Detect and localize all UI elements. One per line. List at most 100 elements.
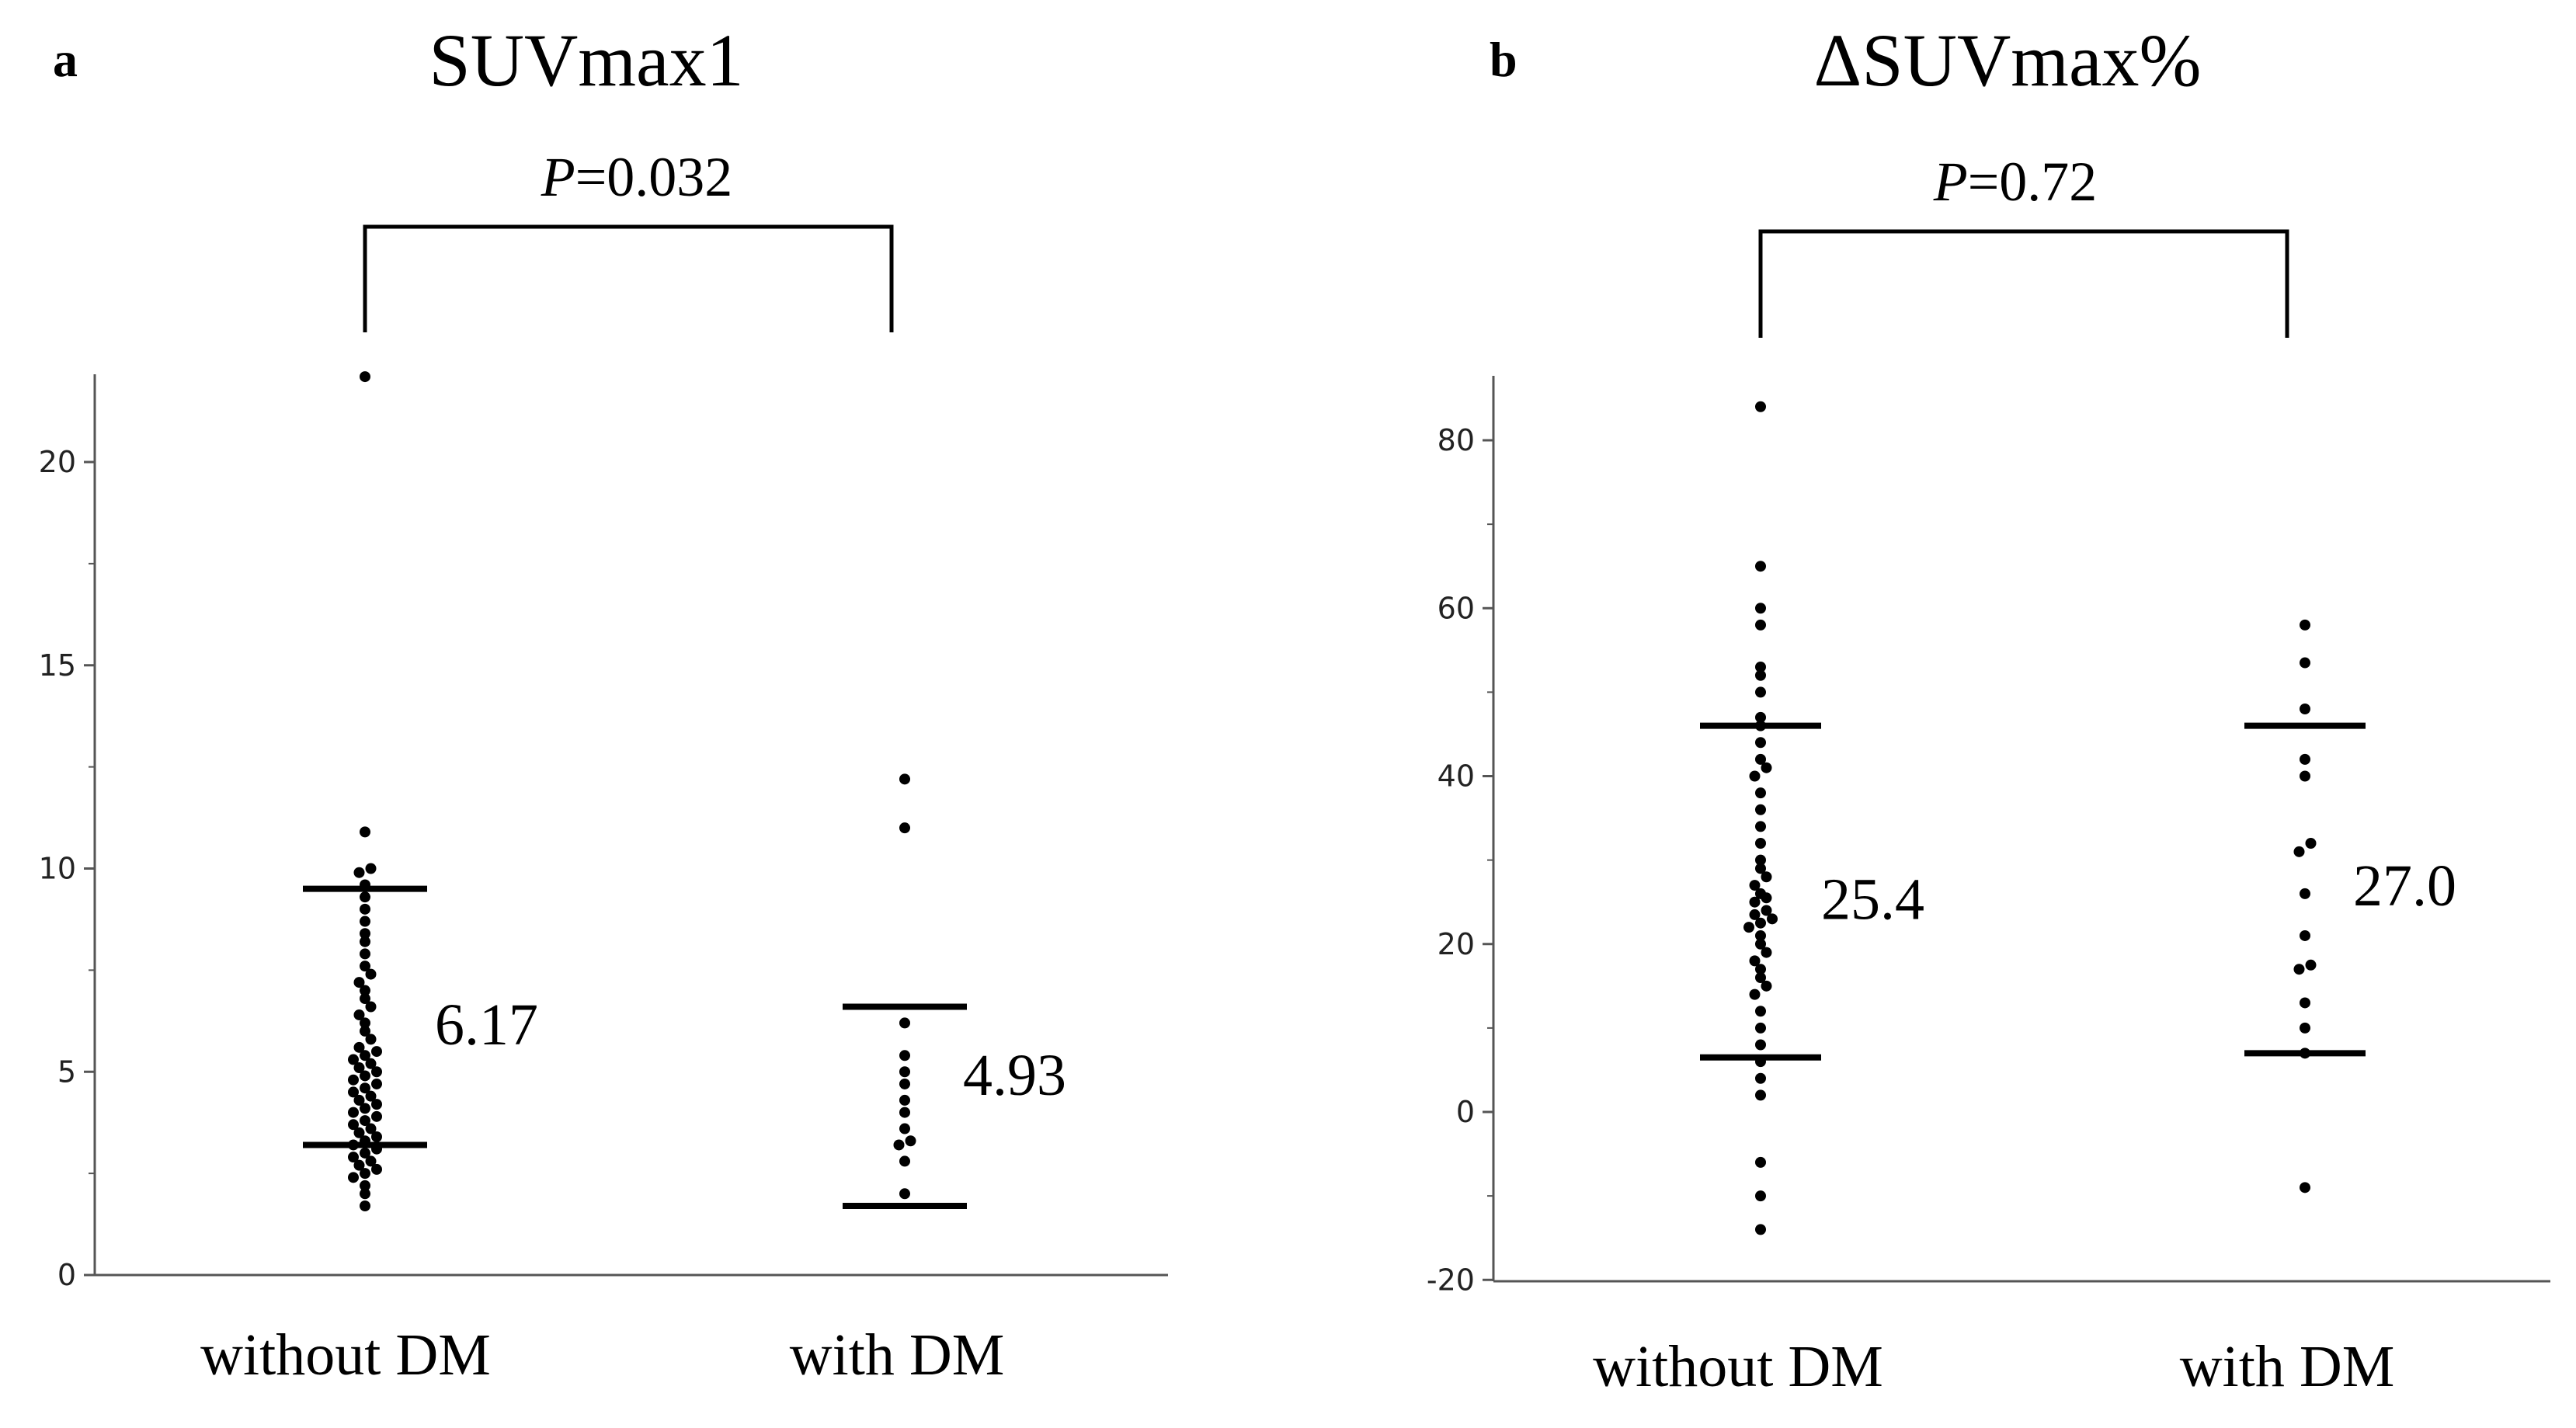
panel-a-data-point xyxy=(371,1163,382,1175)
panel-a-data-point xyxy=(905,1135,916,1147)
panel-a-data-point xyxy=(360,891,370,903)
panel-a-data-point xyxy=(348,1172,359,1183)
panel-a-data-point xyxy=(360,916,370,927)
panel-b-median-label-1: 27.0 xyxy=(2353,853,2456,919)
panel-b-data-point xyxy=(2300,1048,2310,1059)
panel-a-data-point xyxy=(365,863,377,874)
panel-a-ytick-label: 0 xyxy=(57,1258,76,1292)
panel-b-data-point xyxy=(1755,619,1766,631)
panel-a-data-point xyxy=(365,1001,377,1013)
panel-a-data-point xyxy=(365,968,377,980)
panel-a-data-point xyxy=(371,1131,382,1143)
panel-a-data-point xyxy=(360,1168,370,1180)
panel-b-data-point xyxy=(2300,619,2310,631)
panel-a-data-point xyxy=(365,1155,377,1167)
panel-b-data-point xyxy=(1755,1006,1766,1017)
panel-b-data-point xyxy=(1755,1022,1766,1034)
panel-a-data-point xyxy=(353,1041,365,1053)
panel-b-data-point xyxy=(1761,947,1772,958)
panel-a-data-point xyxy=(353,977,365,988)
panel-a-data-point xyxy=(360,1070,370,1082)
panel-a-data-point xyxy=(353,1094,365,1106)
panel-a-median-label-1: 4.93 xyxy=(963,1043,1066,1108)
panel-a-data-point xyxy=(371,1078,382,1089)
panel-a-xlabel-without-dm: without DM xyxy=(200,1322,491,1388)
panel-a-ytick-label: 5 xyxy=(57,1054,76,1089)
panel-a-data-point xyxy=(360,1188,370,1200)
panel-a-data-point xyxy=(348,1074,359,1086)
panel-b-data-point xyxy=(1755,720,1766,731)
panel-a-data-point xyxy=(360,879,370,891)
panel-b-data-point xyxy=(2305,959,2317,971)
panel-a-pvalue-symbol: P xyxy=(541,146,575,208)
panel-a-title: SUVmax1 xyxy=(429,19,743,102)
panel-a-data-point xyxy=(360,985,370,996)
panel-b-data-point xyxy=(1749,896,1761,908)
panel-a-data-point xyxy=(360,936,370,947)
panel-b-pvalue: P=0.72 xyxy=(1933,151,2098,213)
panel-b-data-point xyxy=(1755,669,1766,681)
panel-b-ytick-label: 0 xyxy=(1456,1095,1475,1129)
panel-b-ytick-label: 40 xyxy=(1437,759,1475,794)
panel-a-ytick-label: 15 xyxy=(39,648,76,683)
panel-a-data-point xyxy=(899,822,910,834)
panel-b-data-point xyxy=(1755,561,1766,572)
panel-b-xlabel-without-dm: without DM xyxy=(1593,1334,1883,1399)
panel-b-data-point xyxy=(1749,988,1761,1000)
panel-a-data-point xyxy=(360,1025,370,1037)
panel-a-data-point xyxy=(371,1066,382,1078)
panel-b-data-point xyxy=(1755,1224,1766,1235)
panel-a-data-point xyxy=(371,1110,382,1122)
panel-a-data-point xyxy=(348,1086,359,1098)
panel-a-data-point xyxy=(365,1090,377,1102)
panel-a-data-point xyxy=(371,1046,382,1058)
panel-b-data-point xyxy=(1749,770,1761,782)
panel-a-data-point xyxy=(360,371,370,383)
panel-b-data-point xyxy=(2300,704,2310,714)
panel-b-data-point xyxy=(2300,753,2310,765)
panel-a-xlabel-with-dm: with DM xyxy=(790,1322,1005,1388)
panel-b-y-ticks: -20 0 20 40 60 80 xyxy=(1427,423,1493,1297)
panel-a-data-point xyxy=(360,961,370,972)
panel-a-data-point xyxy=(899,1155,910,1167)
panel-a-data-point xyxy=(360,1135,370,1147)
panel-a-data-point xyxy=(365,1034,377,1045)
panel-b-data-point xyxy=(1743,922,1754,933)
panel-b-data-point xyxy=(2300,1182,2310,1193)
panel-b-data-point xyxy=(1767,913,1778,925)
panel-b-xlabel-with-dm: with DM xyxy=(2180,1334,2395,1399)
panel-a-data-point xyxy=(899,773,910,785)
panel-b-ytick-label: 60 xyxy=(1437,591,1475,625)
panel-b-data-point xyxy=(1755,863,1766,874)
panel-a-data-point xyxy=(365,1123,377,1134)
panel-b-data-point xyxy=(1755,854,1766,866)
panel-b-data-point xyxy=(1755,603,1766,614)
panel-a-data-point xyxy=(365,1058,377,1069)
panel-b-data-point xyxy=(2300,997,2310,1009)
panel-b-data-point xyxy=(1755,938,1766,950)
panel-a-data-point xyxy=(360,1050,370,1061)
panel-a-data-point xyxy=(899,1078,910,1089)
panel-b-data-point xyxy=(1755,1156,1766,1168)
panel-b-ytick-label: 20 xyxy=(1437,927,1475,961)
panel-b-data-point xyxy=(1755,964,1766,975)
panel-b-data-point xyxy=(2300,888,2310,899)
panel-b-data-point xyxy=(1755,1039,1766,1051)
panel-a-data-point xyxy=(360,826,370,838)
panel-a-data-point xyxy=(353,1127,365,1138)
panel-a-data-point xyxy=(899,1094,910,1106)
panel-b-data-point xyxy=(1761,980,1772,992)
panel-a-median-label-0: 6.17 xyxy=(435,992,538,1058)
panel-a-data-point xyxy=(353,1009,365,1020)
panel-a-data-point xyxy=(371,1099,382,1110)
panel-b-data-point xyxy=(1755,711,1766,723)
panel-a-data-point xyxy=(353,1159,365,1171)
panel-a-data-point xyxy=(899,1188,910,1200)
panel-a-data-point xyxy=(353,1062,365,1074)
panel-b-ytick-label: -20 xyxy=(1427,1263,1475,1297)
panel-a-data-point xyxy=(899,1066,910,1078)
panel-b-data-point xyxy=(1755,917,1766,929)
panel-a-data-point xyxy=(353,867,365,878)
